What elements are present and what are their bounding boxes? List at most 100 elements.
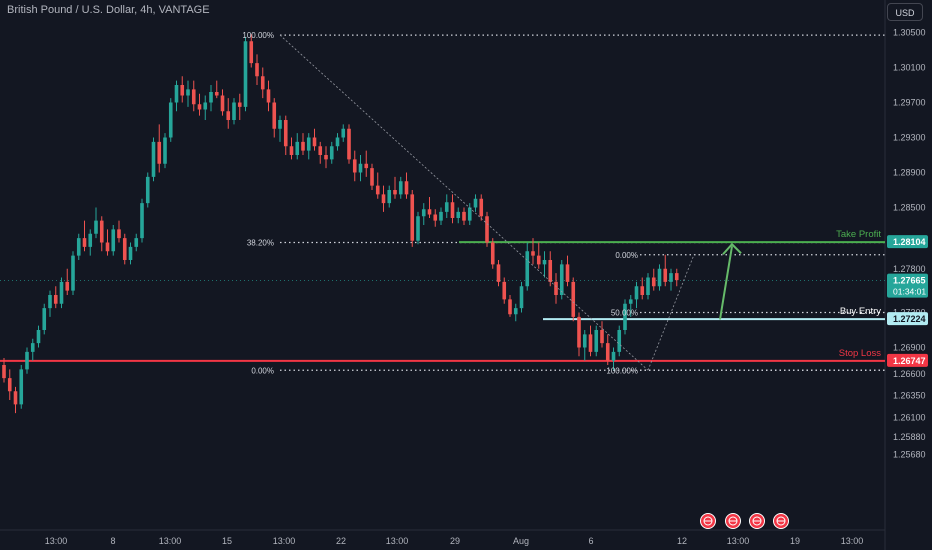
candle-body bbox=[421, 209, 426, 217]
candle-body bbox=[128, 246, 133, 260]
candle-body bbox=[42, 308, 47, 330]
candle-body bbox=[536, 255, 541, 265]
candle-body bbox=[99, 220, 104, 243]
levels-layer bbox=[0, 34, 885, 371]
candle-body bbox=[134, 238, 139, 247]
candle-body bbox=[375, 185, 380, 195]
y-tick-label: 1.25880 bbox=[893, 432, 926, 442]
y-tick-label: 1.26600 bbox=[893, 369, 926, 379]
candle-body bbox=[13, 391, 18, 405]
candle-body bbox=[174, 85, 179, 103]
candle-body bbox=[312, 137, 317, 147]
take-profit-badge-bg bbox=[887, 235, 928, 249]
candle-body bbox=[634, 286, 639, 300]
candle-body bbox=[59, 281, 64, 304]
candle-body bbox=[53, 295, 58, 304]
candle-body bbox=[433, 214, 438, 221]
candle-body bbox=[450, 202, 455, 218]
candle-body bbox=[416, 216, 420, 241]
candle-body bbox=[462, 211, 466, 221]
candle-body bbox=[260, 76, 265, 90]
x-tick-label: Aug bbox=[513, 536, 529, 546]
candle-body bbox=[111, 229, 116, 252]
candle-body bbox=[25, 351, 29, 370]
candle-body bbox=[76, 238, 81, 256]
candle-body bbox=[387, 190, 392, 204]
x-tick-label: 13:00 bbox=[841, 536, 864, 546]
y-tick-label: 1.26350 bbox=[893, 391, 926, 401]
candle-body bbox=[559, 264, 564, 295]
candle-body bbox=[324, 155, 328, 160]
fib-level-label: 50.00% bbox=[611, 309, 638, 318]
candle-body bbox=[266, 89, 271, 103]
candle-body bbox=[301, 141, 305, 151]
candle-body bbox=[669, 273, 673, 282]
y-tick-label: 1.27800 bbox=[893, 264, 926, 274]
candle-body bbox=[381, 194, 386, 204]
x-tick-label: 15 bbox=[222, 536, 232, 546]
price-axis[interactable]: 1.30500 1.30100 1.29700 1.29300 1.28900 1.285… bbox=[887, 28, 928, 460]
candle-body bbox=[651, 277, 656, 287]
candle-body bbox=[249, 41, 254, 64]
candle-body bbox=[117, 229, 121, 239]
candle-body bbox=[341, 128, 346, 138]
candle-body bbox=[496, 264, 501, 282]
candle-body bbox=[19, 369, 24, 405]
candle-body bbox=[145, 176, 150, 204]
candle-body bbox=[605, 343, 610, 361]
candle-body bbox=[427, 209, 432, 215]
candle-body bbox=[623, 303, 627, 330]
candle-body bbox=[255, 63, 259, 77]
candle-body bbox=[439, 211, 443, 221]
chart-pane bbox=[0, 0, 885, 530]
candle-body bbox=[657, 268, 662, 287]
x-tick-label: 13:00 bbox=[273, 536, 296, 546]
current-price-badge: 1.27665 bbox=[893, 276, 926, 286]
projection-arrow-head bbox=[722, 242, 742, 255]
candle-body bbox=[370, 168, 374, 186]
x-tick-label: 13:00 bbox=[159, 536, 182, 546]
candle-body bbox=[554, 281, 558, 295]
candle-body bbox=[243, 41, 248, 107]
candle-body bbox=[513, 308, 518, 315]
candle-body bbox=[272, 102, 277, 129]
x-tick-label: 8 bbox=[110, 536, 115, 546]
y-tick-label: 1.25680 bbox=[893, 449, 926, 459]
candle-body bbox=[674, 273, 679, 281]
candle-body bbox=[444, 202, 449, 212]
candle-body bbox=[519, 286, 524, 309]
stop-loss-badge-bg bbox=[887, 353, 928, 367]
candle-body bbox=[48, 295, 52, 309]
candle-body bbox=[628, 299, 633, 304]
stop-loss-badge: 1.26747 bbox=[893, 356, 926, 366]
y-tick-label: 1.30500 bbox=[893, 28, 926, 38]
candle-body bbox=[617, 330, 622, 352]
y-tick-label: 1.28900 bbox=[893, 168, 926, 178]
candle-body bbox=[600, 330, 604, 344]
current-price-badge-bg bbox=[887, 273, 928, 298]
candle-body bbox=[502, 281, 507, 300]
candle-body bbox=[94, 220, 98, 234]
candle-body bbox=[565, 264, 570, 282]
buy-entry-badge: 1.27224 bbox=[893, 314, 926, 324]
currency-button[interactable]: USD bbox=[887, 3, 923, 21]
countdown-badge: 01:34:01 bbox=[893, 287, 926, 297]
y-tick-label: 1.26100 bbox=[893, 413, 926, 423]
fib-trend-line bbox=[279, 34, 649, 371]
y-tick-label: 1.30100 bbox=[893, 63, 926, 73]
candle-body bbox=[663, 268, 668, 282]
candle-body bbox=[289, 146, 294, 155]
candle-body bbox=[82, 238, 87, 247]
candle-body bbox=[479, 198, 484, 217]
candle-body bbox=[163, 137, 167, 164]
x-tick-label: 22 bbox=[336, 536, 346, 546]
candle-body bbox=[226, 111, 231, 120]
time-axis[interactable]: 13:00 8 13:00 15 13:00 22 13:00 29 Aug 6 12 13:00 19… bbox=[45, 536, 864, 546]
candle-body bbox=[237, 102, 242, 107]
candle-body bbox=[209, 92, 213, 103]
x-tick-label: 13:00 bbox=[45, 536, 68, 546]
candle-body bbox=[295, 141, 300, 155]
fib-level-label: 100.00% bbox=[606, 366, 638, 375]
candle-body bbox=[220, 95, 225, 112]
